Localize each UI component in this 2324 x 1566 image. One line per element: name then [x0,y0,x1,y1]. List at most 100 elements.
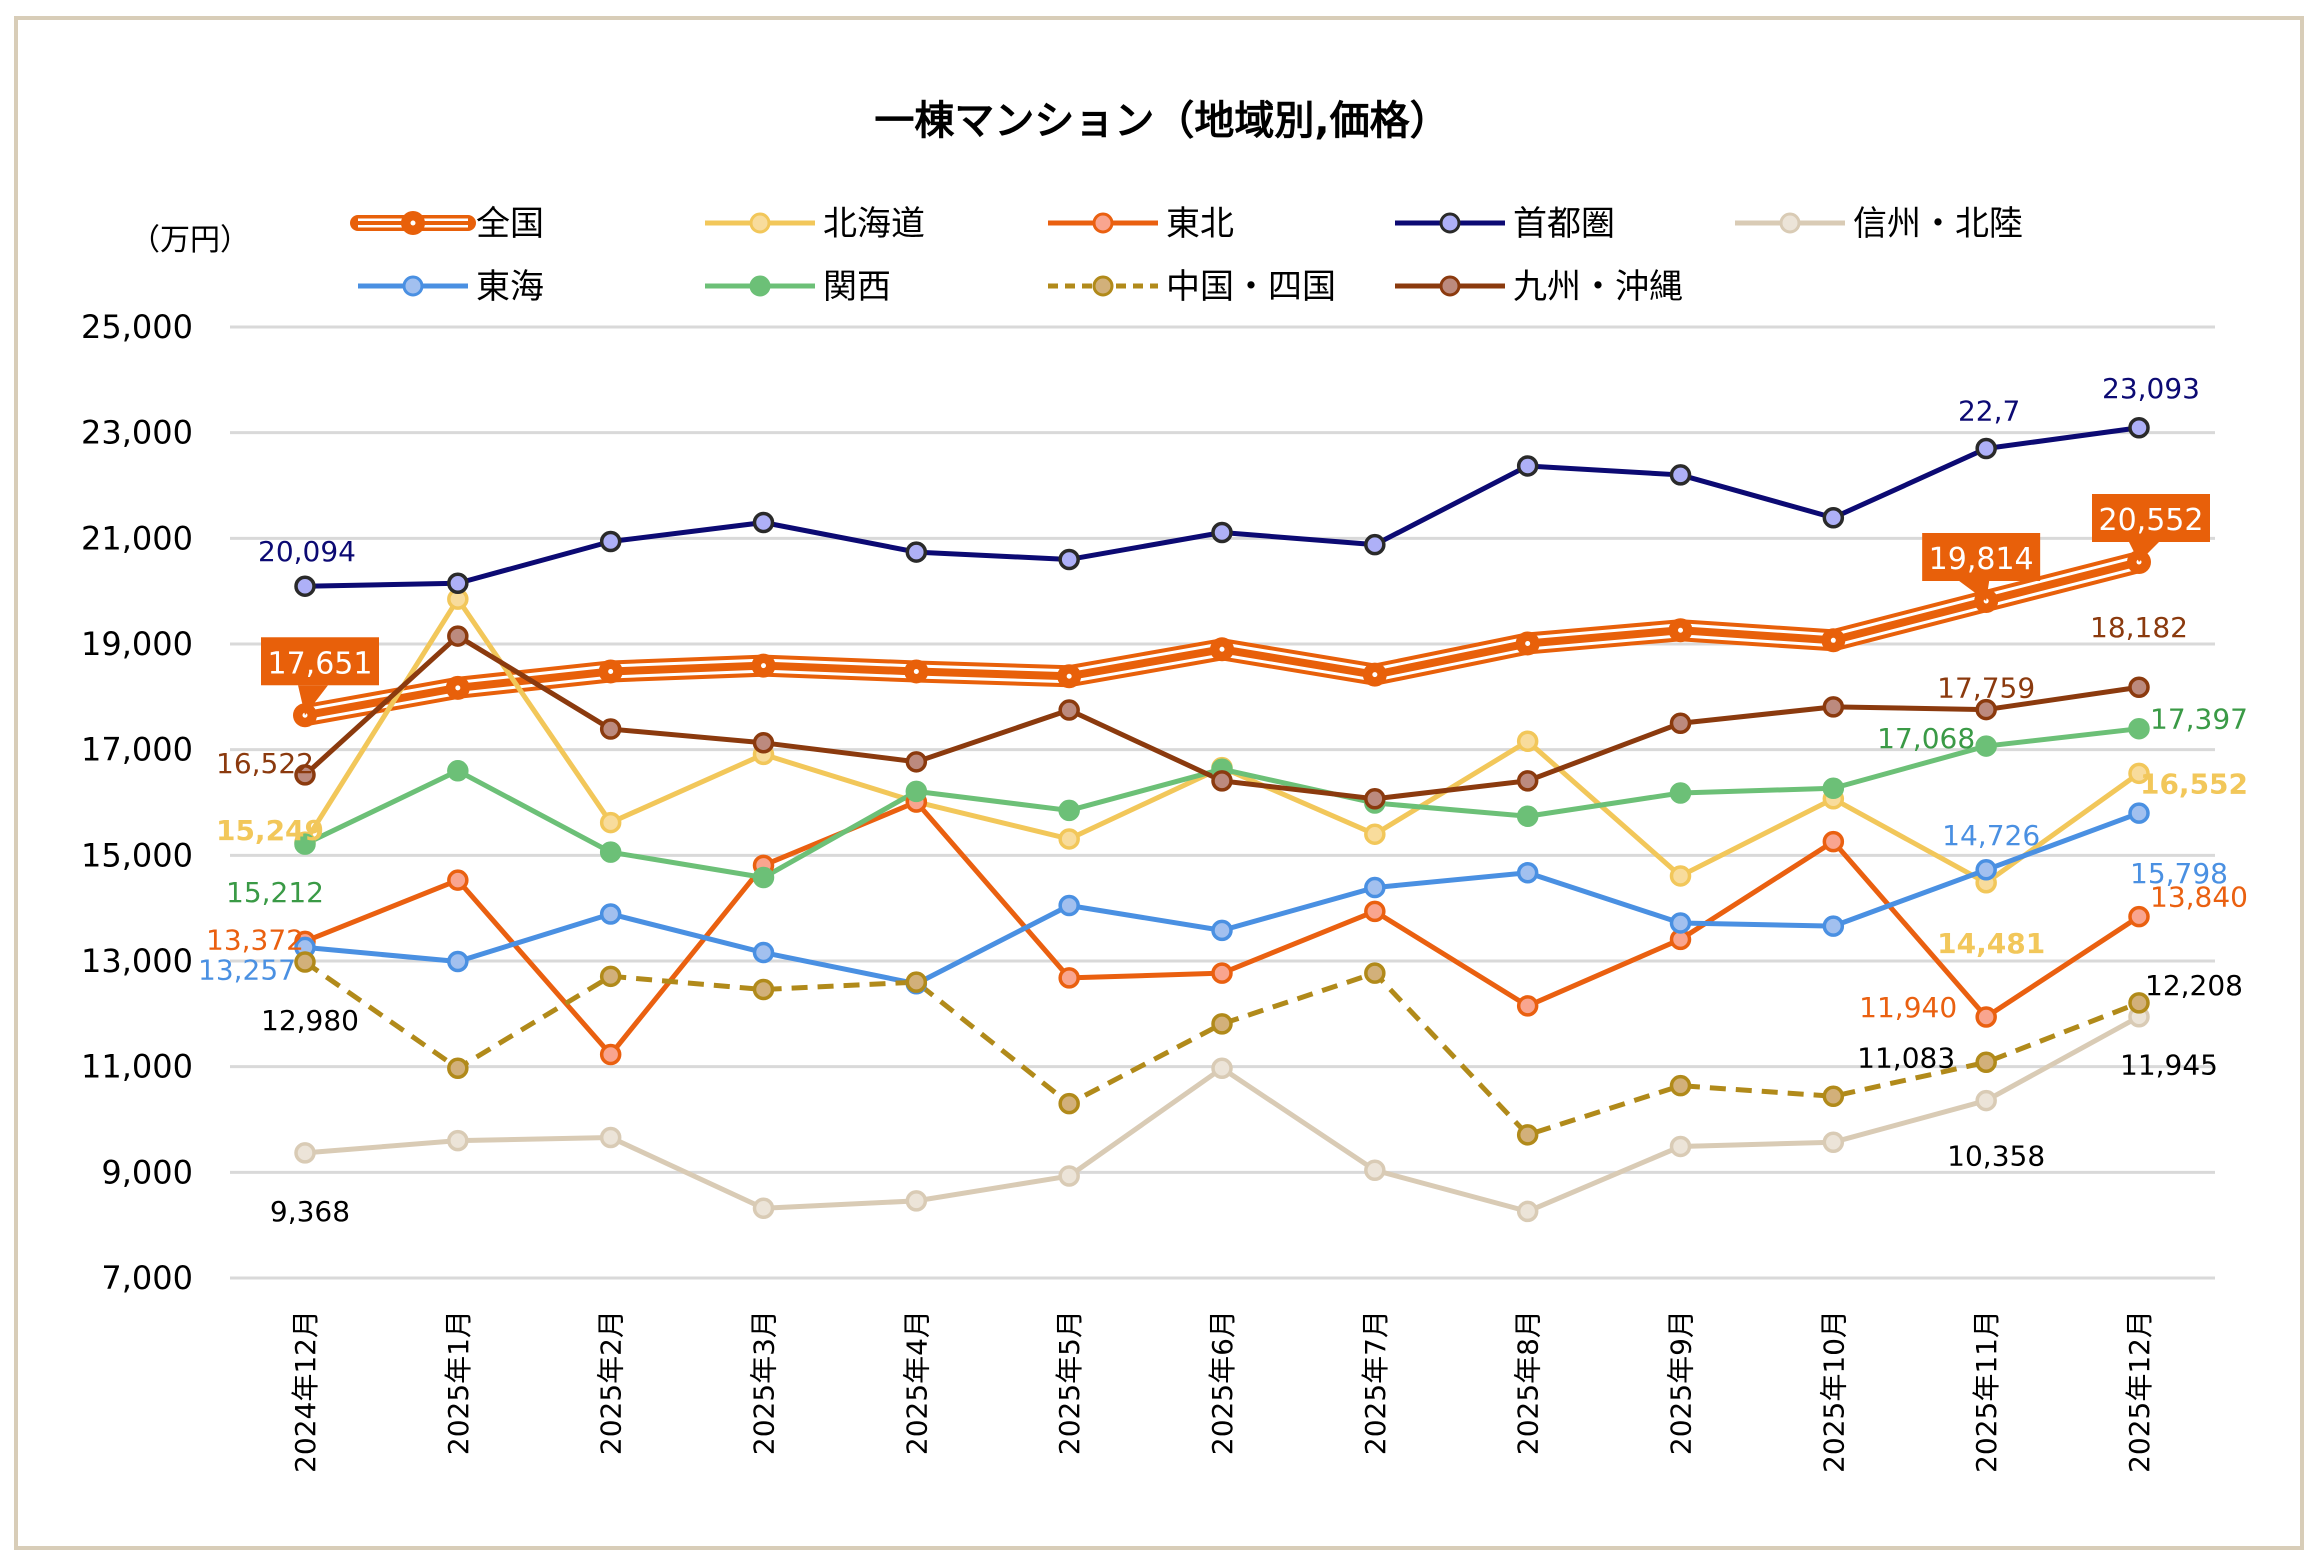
data-point-kyushu [447,625,469,647]
data-point-chugoku [905,971,928,993]
y-tick-label: 15,000 [81,836,193,874]
data-point-tokai [1364,876,1386,899]
data-label: 11,940 [1859,991,1957,1024]
data-point-kyushu [294,764,316,786]
data-point-shinshu [1975,1089,1997,1112]
data-point-shutoken [294,575,316,597]
data-point-tohoku [1364,900,1386,923]
data-point-shinshu [1058,1165,1080,1187]
data-point-tohoku [1975,1006,1997,1028]
data-point-zenkoku-dot [913,668,919,674]
x-tick-label: 2025年1月 [442,1310,475,1455]
data-label-pointer [2129,542,2159,563]
series-line-tokai [304,810,2140,987]
x-tick-label: 2025年2月 [595,1310,628,1455]
data-point-zenkoku-dot [1372,672,1378,678]
legend-item-hokkaido: 北海道 [705,204,925,244]
legend-label: 北海道 [823,204,925,244]
data-point-shutoken [1975,437,1997,460]
x-tick-label: 2025年8月 [1512,1310,1545,1455]
data-point-zenkoku-dot [1678,627,1683,633]
legend-label: 全国 [476,204,544,244]
data-point-tohoku [447,869,469,891]
data-point-shutoken [1364,533,1386,556]
legend-label: 関西 [823,267,891,307]
legend-item-chugoku: 中国・四国 [1048,267,1336,307]
data-point-shutoken [1058,548,1080,571]
data-point-zenkoku-dot [1219,646,1225,652]
data-point-kyushu [1211,770,1233,792]
legend-marker [1439,212,1461,234]
data-point-shutoken [1516,455,1539,477]
data-point-tokai [1058,894,1080,917]
data-point-kyushu [1822,696,1845,718]
data-label: 15,249 [216,814,324,847]
data-point-kansai [2128,717,2150,740]
data-point-tohoku [1058,967,1080,989]
data-label: 13,840 [2150,881,2248,914]
y-tick-label: 11,000 [81,1048,193,1086]
data-point-shinshu [752,1197,775,1220]
data-point-tohoku [1516,995,1539,1017]
legend-label: 信州・北陸 [1853,204,2023,244]
data-point-zenkoku-dot [608,668,614,674]
y-tick-label: 19,000 [81,625,193,663]
data-point-hokkaido [1669,865,1692,887]
data-point-shutoken [1669,464,1692,486]
data-point-kansai [752,866,775,889]
data-point-chugoku [447,1057,469,1080]
legend-item-tohoku: 東北 [1048,204,1234,244]
series-line-shutoken [304,425,2140,589]
data-point-kyushu [1516,770,1539,792]
legend-marker [1092,212,1114,234]
data-point-shutoken [1211,521,1233,544]
y-tick-label: 21,000 [81,519,193,557]
data-point-zenkoku-dot [1525,640,1531,646]
x-tick-label: 2025年6月 [1206,1310,1239,1455]
data-point-kansai [1975,735,1997,757]
data-point-chugoku [294,951,316,973]
data-point-shutoken [752,511,775,534]
legend-item-kyushu: 九州・沖縄 [1395,267,1683,307]
data-point-hokkaido [1058,828,1080,850]
data-point-shinshu [447,1129,469,1152]
data-point-shinshu [599,1126,622,1149]
data-point-chugoku [1669,1074,1692,1097]
data-label-pointer [1959,580,1990,601]
data-label: 15,798 [2130,857,2228,890]
legend-item-kansai: 関西 [705,267,891,307]
y-tick-label: 7,000 [101,1259,193,1297]
data-label: 17,759 [1937,672,2035,705]
legend-marker [749,212,771,234]
data-label: 17,397 [2150,703,2248,736]
data-point-kyushu [2128,676,2150,698]
data-point-shinshu [1669,1135,1692,1158]
legend-marker [1092,275,1114,297]
legend-item-shinshu: 信州・北陸 [1735,204,2023,244]
data-point-kyushu [1669,712,1692,734]
data-label: 16,522 [216,747,314,780]
data-point-chugoku [599,965,622,988]
data-point-zenkoku-dot [1066,673,1072,679]
chart-frame [14,16,2304,1550]
data-point-shutoken [905,541,928,563]
data-label-pointer [298,685,328,716]
y-tick-label: 9,000 [101,1153,193,1191]
x-axis-ticks: 2024年12月 2025年1月 2025年2月 2025年3月 2025年4月 2025… [289,1310,2156,1473]
data-label: 11,945 [2120,1049,2218,1082]
x-tick-label: 2025年4月 [900,1310,933,1455]
legend-marker [402,275,424,297]
data-point-tohoku [599,1043,622,1066]
gridlines [230,325,2215,1280]
x-tick-label: 2025年10月 [1817,1310,1850,1473]
data-point-shinshu [1516,1200,1539,1223]
data-point-tokai [1669,912,1692,934]
legend-marker [749,275,771,297]
data-point-chugoku [1058,1092,1080,1115]
data-label: 11,083 [1857,1041,1955,1074]
data-point-kansai [1822,777,1845,799]
data-label: 15,212 [226,876,324,909]
data-point-shutoken [2128,417,2150,439]
x-tick-label: 2025年9月 [1665,1310,1698,1455]
